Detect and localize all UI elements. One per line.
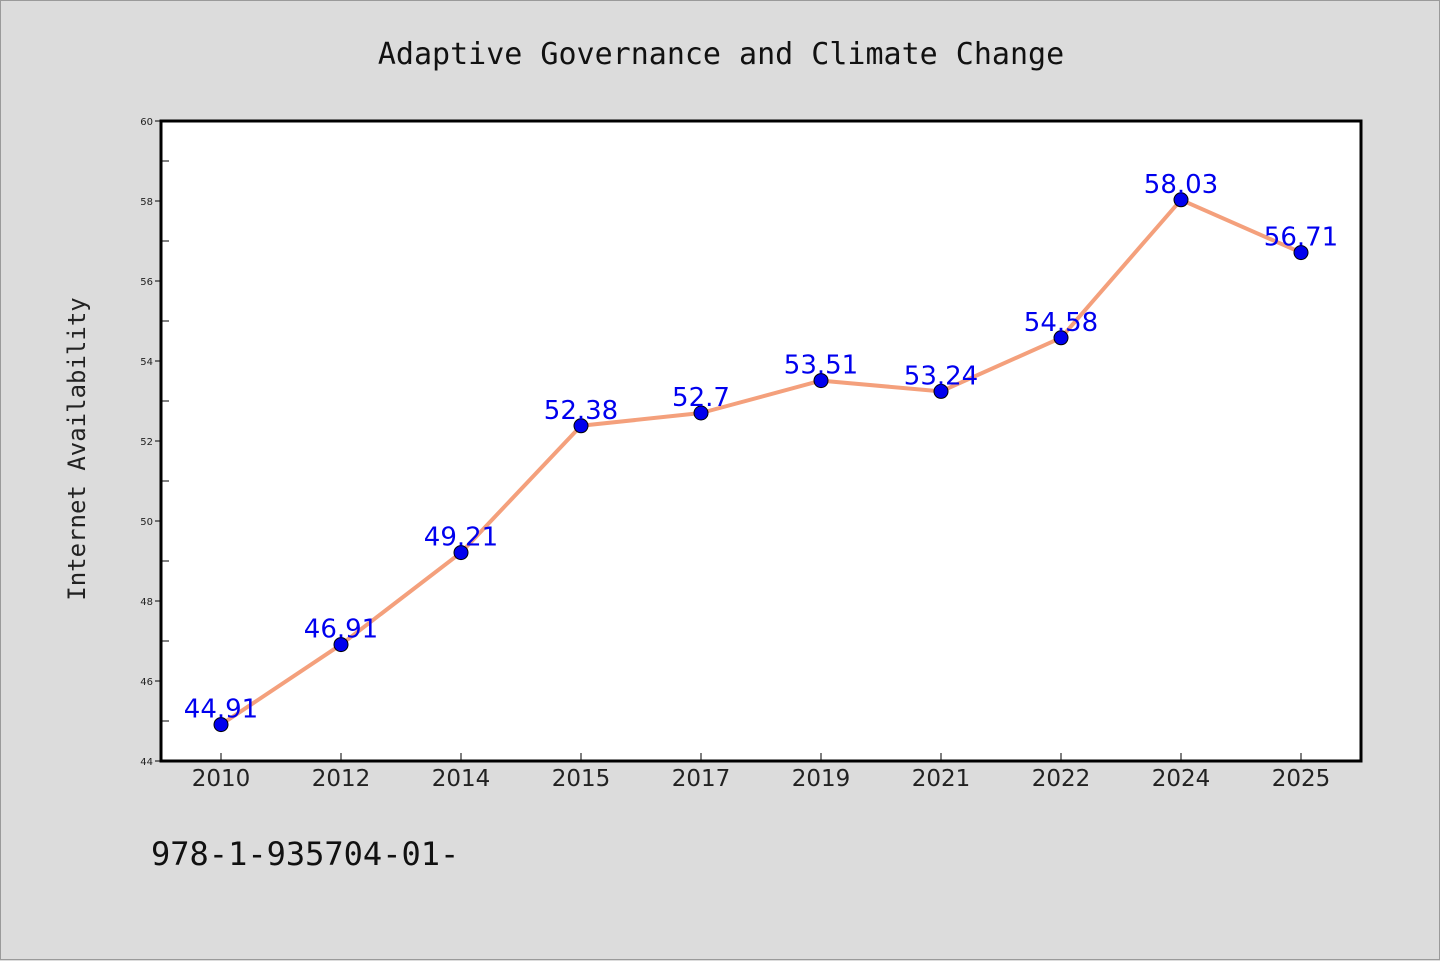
data-label: 56.71 (1264, 223, 1338, 253)
data-label: 53.24 (904, 361, 978, 391)
data-series: 44.91 46.91 49.21 52.38 52.7 53.51 53.24 54.58 5… (184, 170, 1338, 733)
data-point (453, 545, 469, 561)
axis-ticks: 44 46 48 50 52 54 56 58 60 2010 2012 2014 2015 2017 20… (140, 117, 1330, 792)
footer-isbn-text: 978-1-935704-01- (151, 835, 459, 873)
data-label: 54.58 (1024, 308, 1098, 338)
series-line (219, 197, 1302, 727)
data-point (813, 373, 829, 389)
y-tick-label: 56 (140, 277, 153, 288)
y-tick-label: 50 (140, 517, 153, 528)
data-point (333, 637, 349, 653)
data-label: 52.38 (544, 396, 618, 426)
data-label: 49.21 (424, 523, 498, 553)
data-point (573, 418, 589, 434)
plot-area (161, 121, 1361, 761)
data-point (1173, 192, 1189, 208)
x-tick-label: 2022 (1032, 766, 1091, 792)
y-tick-label: 58 (140, 197, 153, 208)
x-tick-label: 2015 (552, 766, 611, 792)
y-tick-label: 48 (140, 597, 153, 608)
y-axis-label: Internet Availability (63, 297, 91, 600)
data-point (933, 383, 949, 399)
data-point (213, 717, 229, 733)
plot-border (159, 119, 1363, 763)
y-tick-label: 54 (140, 357, 153, 368)
data-point (1293, 245, 1309, 261)
x-tick-label: 2019 (792, 766, 851, 792)
x-tick-label: 2017 (672, 766, 731, 792)
x-tick-label: 2021 (912, 766, 971, 792)
x-tick-label: 2014 (432, 766, 491, 792)
data-label: 53.51 (784, 351, 858, 381)
data-point (1053, 330, 1069, 346)
data-label: 44.91 (184, 695, 258, 725)
x-tick-label: 2025 (1272, 766, 1331, 792)
y-tick-label: 44 (140, 757, 153, 768)
data-label: 52.7 (672, 383, 730, 413)
chart-title: Adaptive Governance and Climate Change (378, 37, 1064, 72)
data-label: 58.03 (1144, 170, 1218, 200)
y-tick-label: 60 (140, 117, 153, 128)
x-tick-label: 2012 (312, 766, 371, 792)
data-label: 46.91 (304, 615, 378, 645)
data-point (693, 405, 709, 421)
x-tick-label: 2024 (1152, 766, 1211, 792)
y-tick-label: 46 (140, 677, 153, 688)
y-tick-label: 52 (140, 437, 153, 448)
x-tick-label: 2010 (192, 766, 251, 792)
